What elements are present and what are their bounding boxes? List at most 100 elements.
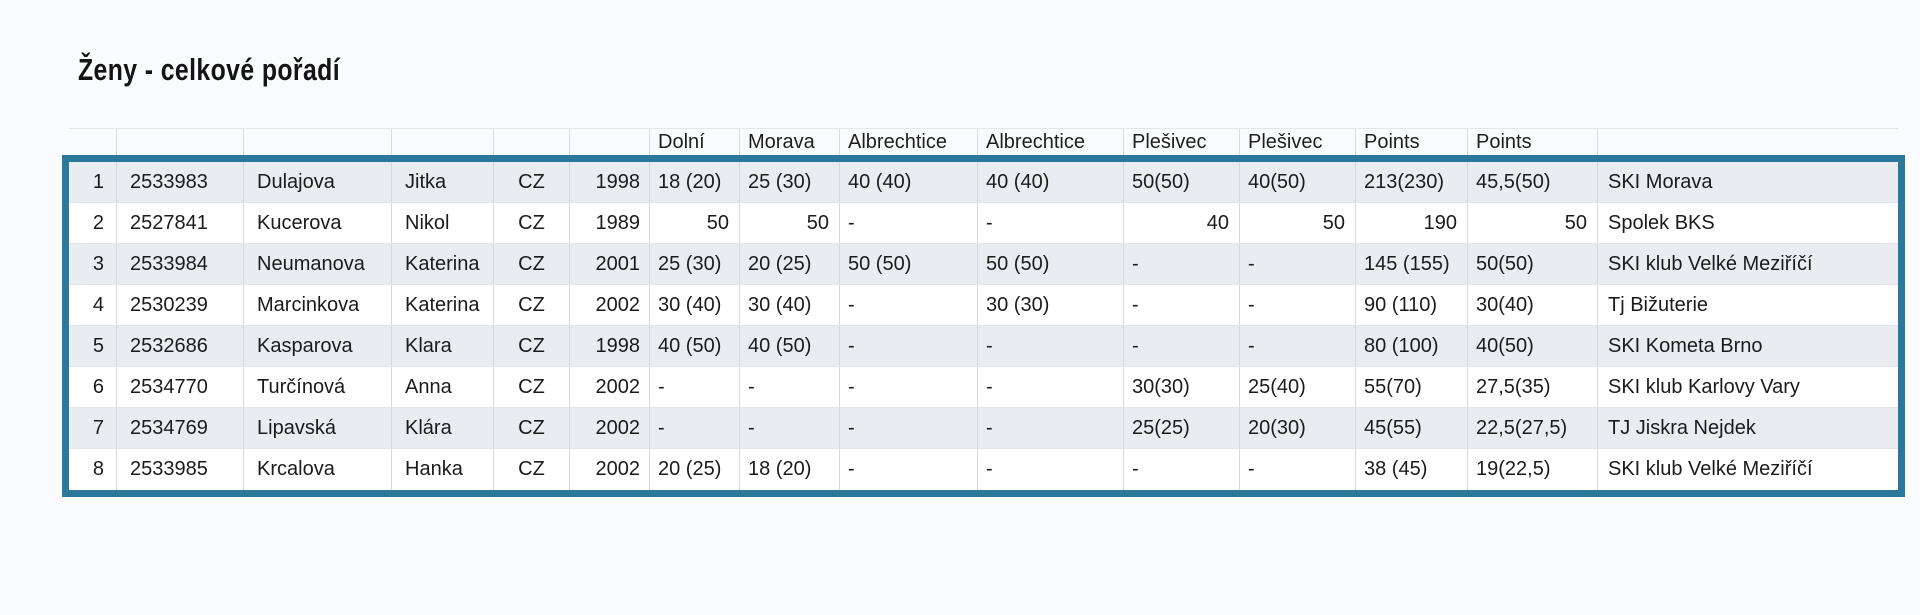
table-cell[interactable]: 2002 [570, 285, 650, 325]
table-cell[interactable]: 18 (20) [650, 162, 740, 202]
table-cell[interactable]: 27,5(35) [1468, 367, 1598, 407]
table-cell[interactable]: - [978, 367, 1124, 407]
table-cell[interactable]: 40 (40) [978, 162, 1124, 202]
table-cell[interactable]: 90 (110) [1356, 285, 1468, 325]
table-cell[interactable]: 6 [69, 367, 117, 407]
table-cell[interactable]: 45,5(50) [1468, 162, 1598, 202]
table-cell[interactable]: 50(50) [1124, 162, 1240, 202]
table-cell[interactable]: - [978, 203, 1124, 243]
table-cell[interactable]: - [1124, 285, 1240, 325]
table-cell[interactable]: 50(50) [1468, 244, 1598, 284]
table-cell[interactable]: CZ [494, 367, 570, 407]
table-cell[interactable]: CZ [494, 408, 570, 448]
table-cell[interactable]: 20(30) [1240, 408, 1356, 448]
table-cell[interactable]: 40 (50) [650, 326, 740, 366]
table-cell[interactable]: 2534769 [117, 408, 244, 448]
table-cell[interactable]: 38 (45) [1356, 449, 1468, 490]
table-cell[interactable]: Turčínová [244, 367, 392, 407]
table-cell[interactable]: CZ [494, 326, 570, 366]
table-cell[interactable]: Nikol [392, 203, 494, 243]
table-cell[interactable]: 2001 [570, 244, 650, 284]
table-cell[interactable]: - [840, 203, 978, 243]
table-cell[interactable]: Klára [392, 408, 494, 448]
table-cell[interactable]: CZ [494, 449, 570, 490]
table-cell[interactable]: 50 [1468, 203, 1598, 243]
table-cell[interactable]: SKI klub Velké Meziříčí [1608, 458, 1813, 480]
table-cell[interactable]: 45(55) [1356, 408, 1468, 448]
table-cell[interactable]: 30(30) [1124, 367, 1240, 407]
table-cell[interactable]: - [1240, 449, 1356, 490]
table-cell[interactable]: 18 (20) [740, 449, 840, 490]
table-cell[interactable]: 2533983 [117, 162, 244, 202]
table-cell[interactable]: - [650, 367, 740, 407]
table-cell[interactable]: 2530239 [117, 285, 244, 325]
table-cell[interactable]: 19(22,5) [1468, 449, 1598, 490]
table-cell[interactable]: 5 [69, 326, 117, 366]
table-cell[interactable]: 30 (40) [650, 285, 740, 325]
table-cell[interactable]: 4 [69, 285, 117, 325]
table-cell[interactable]: 2532686 [117, 326, 244, 366]
table-cell[interactable]: 145 (155) [1356, 244, 1468, 284]
table-cell[interactable]: 2002 [570, 408, 650, 448]
table-cell[interactable]: - [978, 326, 1124, 366]
table-cell[interactable]: 2 [69, 203, 117, 243]
table-cell[interactable]: 55(70) [1356, 367, 1468, 407]
table-cell[interactable]: 20 (25) [740, 244, 840, 284]
table-cell[interactable]: TJ Jiskra Nejdek [1608, 417, 1756, 439]
table-cell[interactable]: 50 [1240, 203, 1356, 243]
table-cell[interactable]: 40 (50) [740, 326, 840, 366]
table-cell[interactable]: CZ [494, 162, 570, 202]
table-cell[interactable]: SKI Morava [1608, 171, 1713, 193]
table-cell[interactable]: CZ [494, 244, 570, 284]
table-cell[interactable]: Dulajova [244, 162, 392, 202]
table-cell[interactable]: - [978, 449, 1124, 490]
table-cell[interactable]: 50 [740, 203, 840, 243]
table-cell[interactable]: - [650, 408, 740, 448]
table-cell[interactable]: 8 [69, 449, 117, 490]
table-cell[interactable]: 30 (30) [978, 285, 1124, 325]
table-cell[interactable]: 30(40) [1468, 285, 1598, 325]
table-cell[interactable]: 50 (50) [978, 244, 1124, 284]
table-cell[interactable]: 1 [69, 162, 117, 202]
table-cell[interactable]: - [740, 408, 840, 448]
table-cell[interactable]: Katerina [392, 244, 494, 284]
table-cell[interactable]: 2533984 [117, 244, 244, 284]
table-cell[interactable]: - [1124, 449, 1240, 490]
table-cell[interactable]: - [1124, 244, 1240, 284]
table-cell[interactable]: - [840, 449, 978, 490]
table-cell[interactable]: Katerina [392, 285, 494, 325]
table-cell[interactable]: - [840, 326, 978, 366]
table-cell[interactable]: 7 [69, 408, 117, 448]
table-cell[interactable]: Neumanova [244, 244, 392, 284]
table-cell[interactable]: 1998 [570, 162, 650, 202]
table-cell[interactable]: - [840, 367, 978, 407]
table-cell[interactable]: 25 (30) [740, 162, 840, 202]
table-cell[interactable]: Tj Bižuterie [1608, 294, 1709, 316]
table-cell[interactable]: Krcalova [244, 449, 392, 490]
table-cell[interactable]: - [1124, 326, 1240, 366]
table-cell[interactable]: 190 [1356, 203, 1468, 243]
table-cell[interactable]: - [1240, 244, 1356, 284]
table-cell[interactable]: - [1240, 326, 1356, 366]
table-cell[interactable]: Klara [392, 326, 494, 366]
table-cell[interactable]: 2002 [570, 367, 650, 407]
table-cell[interactable]: 2527841 [117, 203, 244, 243]
table-cell[interactable]: 40 [1124, 203, 1240, 243]
table-cell[interactable]: - [840, 285, 978, 325]
table-cell[interactable]: 20 (25) [650, 449, 740, 490]
table-cell[interactable]: Jitka [392, 162, 494, 202]
table-cell[interactable]: - [740, 367, 840, 407]
table-cell[interactable]: 50 (50) [840, 244, 978, 284]
table-cell[interactable]: 40 (40) [840, 162, 978, 202]
table-cell[interactable]: Kasparova [244, 326, 392, 366]
table-cell[interactable]: 25(40) [1240, 367, 1356, 407]
table-cell[interactable]: SKI klub Velké Meziříčí [1608, 253, 1813, 275]
table-cell[interactable]: 1989 [570, 203, 650, 243]
table-cell[interactable]: Spolek BKS [1608, 212, 1715, 234]
table-cell[interactable]: 213(230) [1356, 162, 1468, 202]
table-cell[interactable]: 40(50) [1468, 326, 1598, 366]
table-cell[interactable]: CZ [494, 285, 570, 325]
table-cell[interactable]: 2002 [570, 449, 650, 490]
table-cell[interactable]: 2534770 [117, 367, 244, 407]
table-cell[interactable]: - [840, 408, 978, 448]
